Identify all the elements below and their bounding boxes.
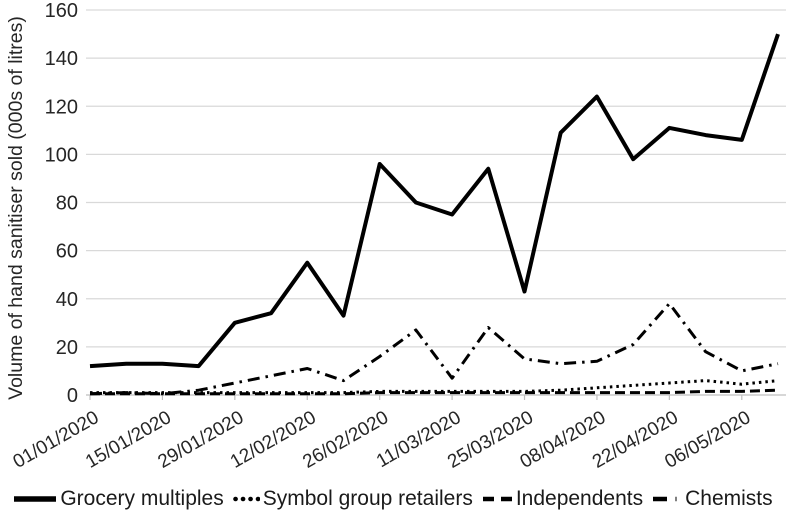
legend-label: Independents xyxy=(515,486,644,510)
y-tick-label: 100 xyxy=(45,144,78,166)
y-tick-label: 120 xyxy=(45,96,78,118)
dashed-line-swatch-icon xyxy=(482,496,513,501)
y-tick-label: 80 xyxy=(56,193,78,215)
legend-label: Chemists xyxy=(685,486,773,510)
y-axis-tick-labels: 0 20 40 60 80 100 120 140 160 xyxy=(45,0,78,407)
legend-item-independents: Independents xyxy=(482,487,643,511)
y-tick-label: 140 xyxy=(45,48,78,70)
y-tick-label: 60 xyxy=(56,241,78,263)
chart-legend: Grocery multiples Symbol group retailers… xyxy=(0,483,786,514)
y-axis-title: Volume of hand sanitiser sold (000s of l… xyxy=(5,16,27,400)
y-tick-label: 20 xyxy=(56,337,78,359)
y-tick-label: 0 xyxy=(67,385,78,407)
legend-item-grocery-multiples: Grocery multiples xyxy=(13,486,224,511)
series-line-symbol-group-retailers xyxy=(90,379,779,395)
dotted-line-swatch-icon xyxy=(232,496,260,501)
legend-item-chemists: Chemists xyxy=(652,487,773,511)
y-tick-label: 40 xyxy=(56,289,78,311)
series-line-independents xyxy=(90,388,779,396)
solid-line-swatch-icon xyxy=(14,495,57,502)
y-tick-label: 160 xyxy=(45,0,78,22)
dash-dot-line-swatch-icon xyxy=(653,496,683,501)
legend-item-symbol-group-retailers: Symbol group retailers xyxy=(232,486,473,511)
legend-label: Symbol group retailers xyxy=(262,486,473,510)
x-axis-tick-labels: 01/01/202015/01/202029/01/202012/02/2020… xyxy=(10,407,755,473)
gridlines xyxy=(86,9,786,396)
x-axis-ticks xyxy=(89,395,743,400)
series-line-grocery-multiples xyxy=(89,33,780,369)
series-line-chemists xyxy=(89,302,779,396)
legend-label: Grocery multiples xyxy=(60,486,224,510)
